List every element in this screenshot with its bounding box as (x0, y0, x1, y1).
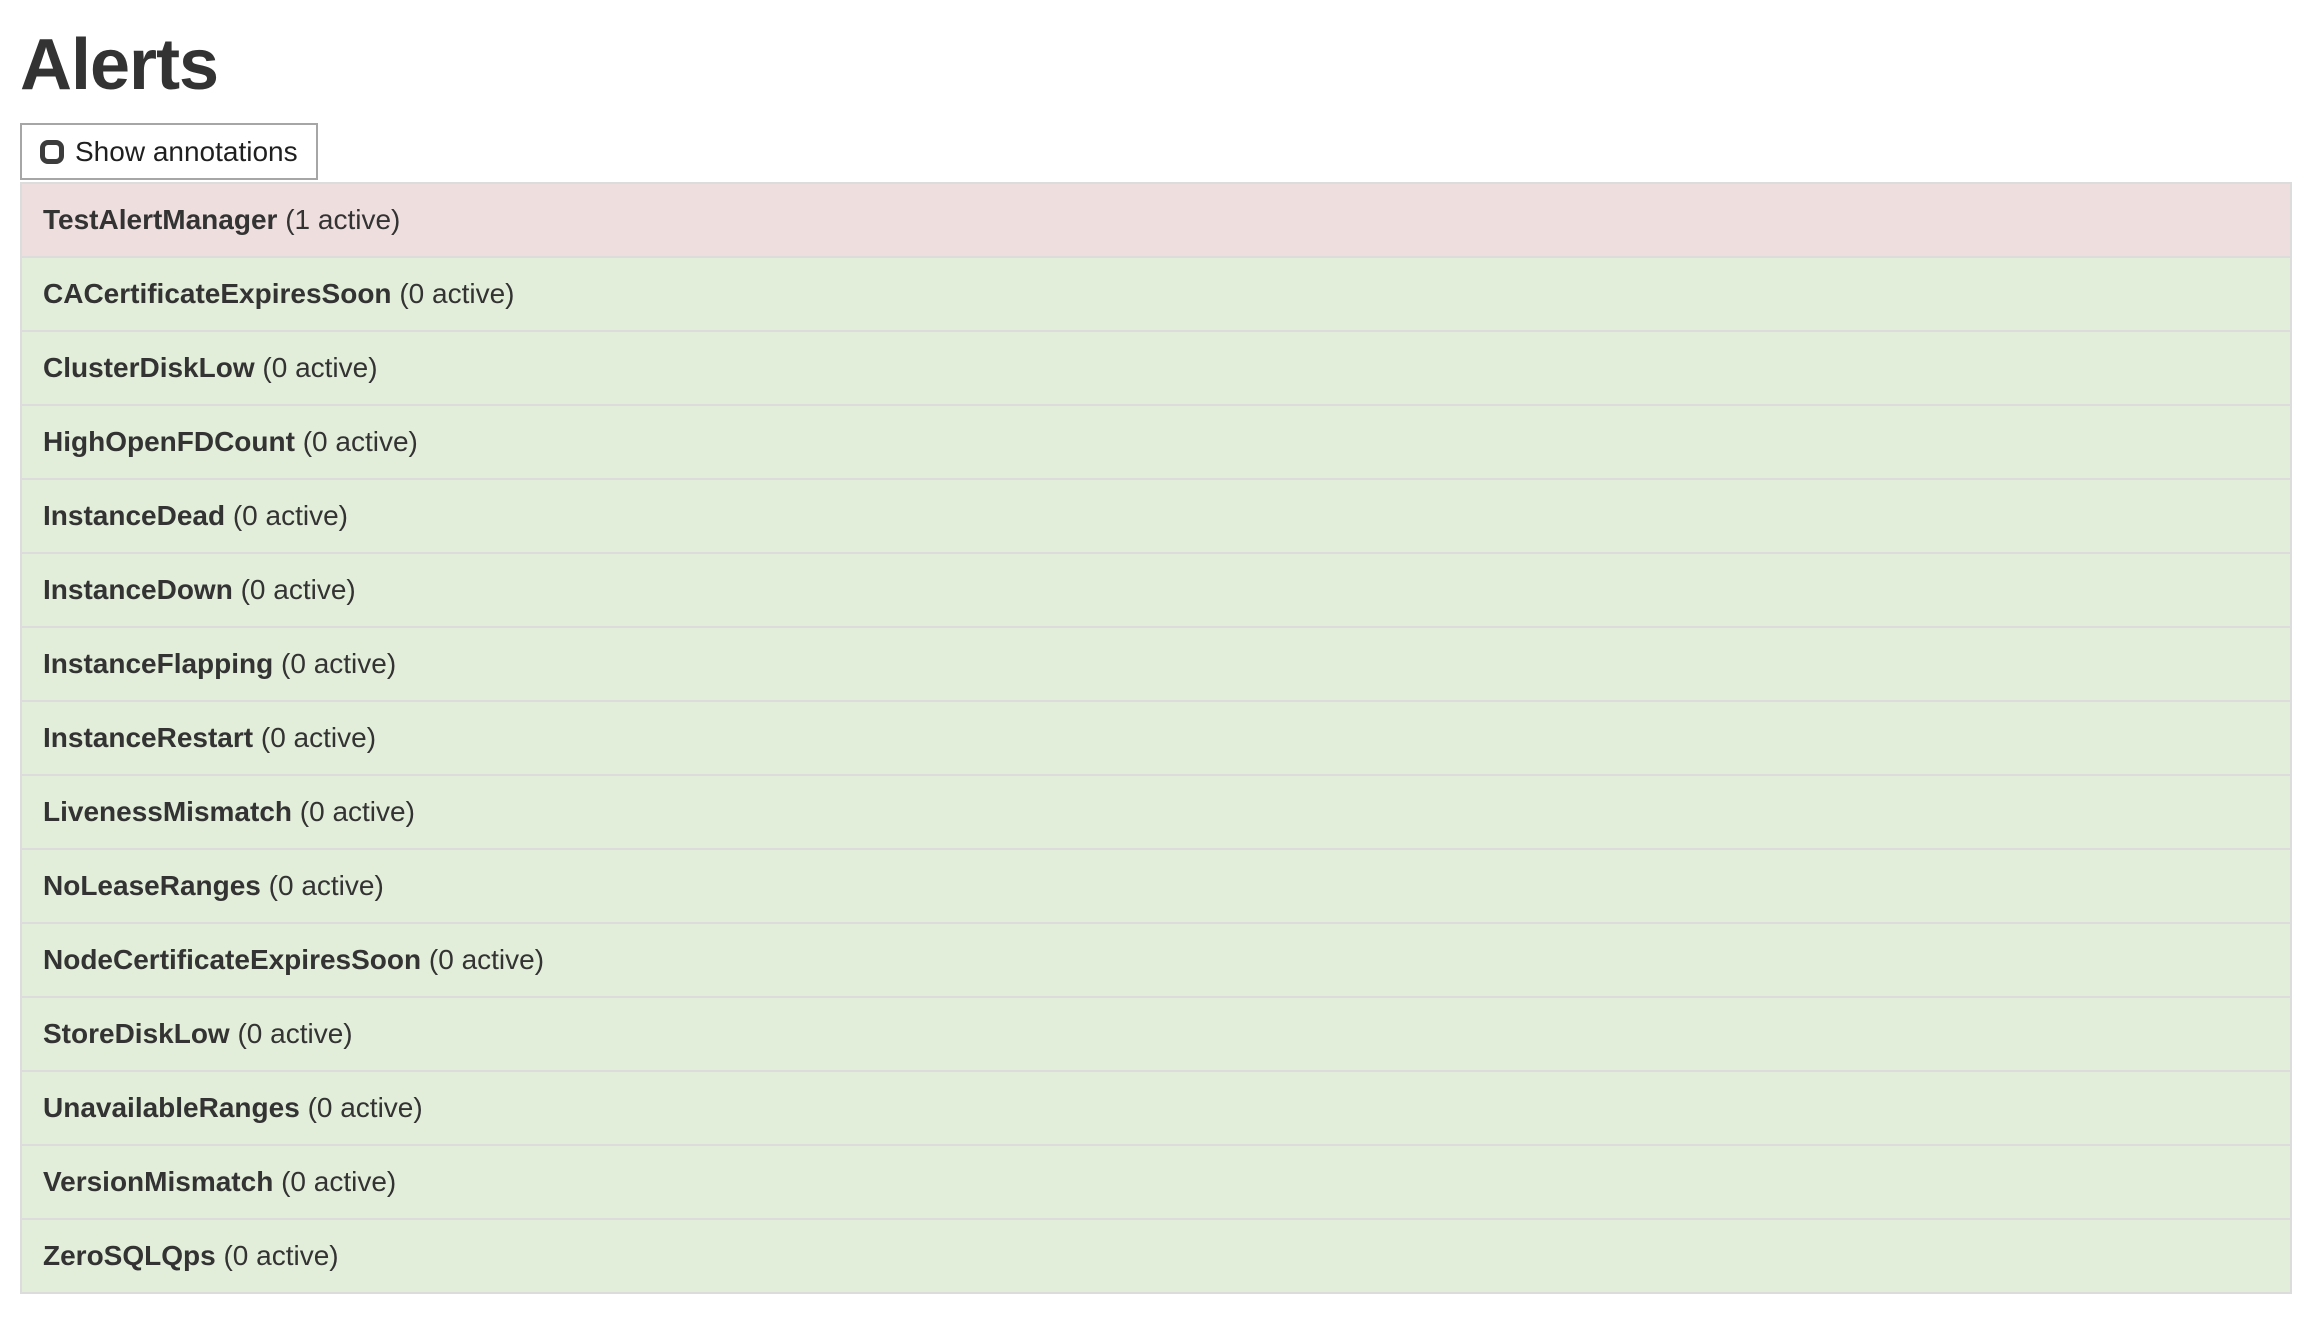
alert-active-count: (0 active) (299, 796, 415, 828)
alert-name: InstanceRestart (43, 722, 254, 754)
alert-cell: TestAlertManager (1 active) (21, 182, 2291, 258)
alert-active-count: (0 active) (428, 944, 545, 976)
alert-cell: InstanceDown (0 active) (21, 552, 2291, 628)
alert-active-count: (0 active) (260, 722, 377, 754)
alert-row-HighOpenFDCount[interactable]: HighOpenFDCount (0 active) (21, 404, 2291, 480)
alert-row-ClusterDiskLow[interactable]: ClusterDiskLow (0 active) (21, 330, 2291, 406)
alert-active-count: (0 active) (268, 870, 384, 902)
alert-row-InstanceRestart[interactable]: InstanceRestart (0 active) (21, 700, 2291, 776)
alert-cell: ClusterDiskLow (0 active) (21, 330, 2291, 406)
alert-row-InstanceDead[interactable]: InstanceDead (0 active) (21, 478, 2291, 554)
alert-cell: NodeCertificateExpiresSoon (0 active) (21, 922, 2291, 998)
alert-row-NodeCertificateExpiresSoon[interactable]: NodeCertificateExpiresSoon (0 active) (21, 922, 2291, 998)
alert-name: ZeroSQLQps (43, 1240, 216, 1272)
alert-name: ClusterDiskLow (43, 352, 255, 384)
page-title: Alerts (20, 25, 219, 105)
alert-cell: InstanceRestart (0 active) (21, 700, 2291, 776)
alert-active-count: (0 active) (240, 574, 356, 606)
alerts-table: TestAlertManager (1 active) CACertificat… (20, 182, 2292, 1295)
checkbox-unchecked-icon[interactable] (40, 139, 64, 164)
alert-cell: CACertificateExpiresSoon (0 active) (21, 256, 2291, 332)
alert-cell: StoreDiskLow (0 active) (21, 996, 2291, 1072)
alert-active-count: (0 active) (237, 1018, 353, 1050)
alert-active-count: (0 active) (302, 426, 418, 458)
alert-row-VersionMismatch[interactable]: VersionMismatch (0 active) (21, 1144, 2291, 1220)
alert-name: StoreDiskLow (43, 1018, 230, 1050)
alert-name: CACertificateExpiresSoon (43, 278, 392, 310)
alert-active-count: (0 active) (399, 278, 515, 310)
alert-active-count: (0 active) (281, 1166, 397, 1198)
alert-active-count: (0 active) (307, 1092, 423, 1124)
alert-row-TestAlertManager[interactable]: TestAlertManager (1 active) (21, 182, 2291, 258)
alert-cell: LivenessMismatch (0 active) (21, 774, 2291, 850)
alert-name: TestAlertManager (43, 204, 278, 236)
alert-row-ZeroSQLQps[interactable]: ZeroSQLQps (0 active) (21, 1218, 2291, 1294)
alert-row-UnavailableRanges[interactable]: UnavailableRanges (0 active) (21, 1070, 2291, 1146)
alert-name: InstanceDown (43, 574, 233, 606)
show-annotations-button[interactable]: Show annotations (20, 123, 318, 181)
alert-cell: ZeroSQLQps (0 active) (21, 1218, 2291, 1294)
alert-row-LivenessMismatch[interactable]: LivenessMismatch (0 active) (21, 774, 2291, 850)
alert-active-count: (0 active) (223, 1240, 339, 1272)
alert-row-InstanceFlapping[interactable]: InstanceFlapping (0 active) (21, 626, 2291, 702)
alert-cell: VersionMismatch (0 active) (21, 1144, 2291, 1220)
alert-cell: InstanceFlapping (0 active) (21, 626, 2291, 702)
alert-cell: HighOpenFDCount (0 active) (21, 404, 2291, 480)
alert-cell: InstanceDead (0 active) (21, 478, 2291, 554)
alert-cell: NoLeaseRanges (0 active) (21, 848, 2291, 924)
alert-active-count: (0 active) (262, 352, 378, 384)
alert-name: UnavailableRanges (43, 1092, 300, 1124)
alert-name: HighOpenFDCount (43, 426, 295, 458)
show-annotations-label: Show annotations (75, 136, 298, 168)
alert-active-count: (0 active) (281, 648, 397, 680)
alert-name: NoLeaseRanges (43, 870, 261, 902)
alert-row-InstanceDown[interactable]: InstanceDown (0 active) (21, 552, 2291, 628)
alert-active-count: (0 active) (232, 500, 349, 532)
alert-name: InstanceFlapping (43, 648, 274, 680)
alert-row-StoreDiskLow[interactable]: StoreDiskLow (0 active) (21, 996, 2291, 1072)
alert-name: InstanceDead (43, 500, 226, 532)
alert-cell: UnavailableRanges (0 active) (21, 1070, 2291, 1146)
alert-row-NoLeaseRanges[interactable]: NoLeaseRanges (0 active) (21, 848, 2291, 924)
alert-active-count: (1 active) (285, 204, 401, 236)
alert-row-CACertificateExpiresSoon[interactable]: CACertificateExpiresSoon (0 active) (21, 256, 2291, 332)
alert-name: VersionMismatch (43, 1166, 274, 1198)
alert-name: NodeCertificateExpiresSoon (43, 944, 422, 976)
alert-name: LivenessMismatch (43, 796, 292, 828)
